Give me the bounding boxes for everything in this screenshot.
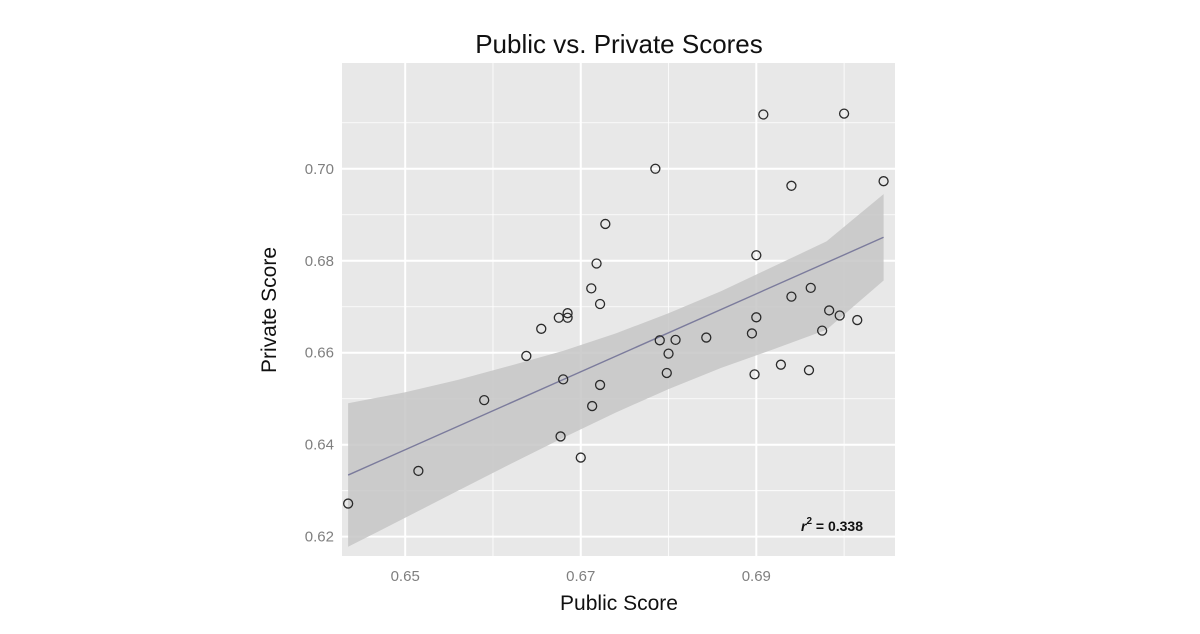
chart-title: Public vs. Private Scores: [475, 29, 763, 59]
x-tick-label: 0.67: [566, 568, 595, 585]
data-point: [758, 109, 769, 120]
r-squared-annotation: r2 = 0.338: [801, 516, 863, 534]
data-points: [342, 108, 889, 509]
data-point: [834, 310, 845, 321]
data-point: [650, 163, 661, 174]
data-point: [786, 291, 797, 302]
confidence-band: [348, 194, 884, 547]
data-point: [587, 400, 598, 412]
y-tick-label: 0.68: [305, 253, 334, 270]
data-point: [824, 305, 835, 316]
data-point: [852, 314, 863, 326]
data-point: [600, 218, 611, 230]
data-point: [413, 465, 424, 477]
y-axis-label: Private Score: [258, 247, 281, 373]
data-point: [555, 431, 566, 442]
data-point: [701, 332, 712, 343]
data-point: [594, 379, 606, 391]
data-point: [878, 176, 889, 187]
data-point: [562, 308, 573, 319]
y-tick-labels: 0.62 0.64 0.66 0.68 0.70: [305, 161, 334, 546]
regression-line: [347, 236, 884, 476]
x-tick-label: 0.69: [742, 568, 771, 585]
data-point: [558, 374, 569, 385]
data-point: [536, 323, 547, 334]
data-point: [562, 312, 573, 323]
data-point: [805, 282, 816, 294]
data-point: [670, 334, 681, 346]
x-tick-label: 0.65: [391, 568, 420, 585]
y-tick-label: 0.62: [305, 529, 334, 546]
data-point: [594, 298, 606, 310]
data-point: [575, 452, 586, 463]
data-point: [751, 250, 762, 261]
x-tick-labels: 0.65 0.67 0.69: [391, 568, 771, 585]
y-tick-label: 0.70: [305, 161, 334, 178]
data-point: [775, 359, 787, 370]
r-superscript: 2: [806, 516, 812, 527]
r-squared-value: = 0.338: [812, 518, 863, 534]
data-point: [749, 369, 760, 380]
data-point: [591, 258, 602, 269]
data-point: [479, 394, 490, 406]
data-point: [746, 328, 758, 339]
data-point: [342, 498, 354, 509]
data-point: [816, 325, 828, 336]
r-symbol: r: [801, 518, 808, 534]
data-point: [751, 312, 762, 323]
data-point: [521, 350, 532, 362]
data-point: [654, 335, 665, 346]
x-axis-label: Public Score: [560, 592, 678, 615]
data-point: [786, 180, 797, 191]
data-point: [838, 108, 850, 119]
y-tick-label: 0.66: [305, 345, 334, 362]
y-tick-label: 0.64: [305, 437, 334, 454]
data-point: [803, 365, 815, 376]
data-point: [586, 283, 597, 294]
data-point: [663, 348, 674, 359]
data-point: [661, 367, 672, 379]
